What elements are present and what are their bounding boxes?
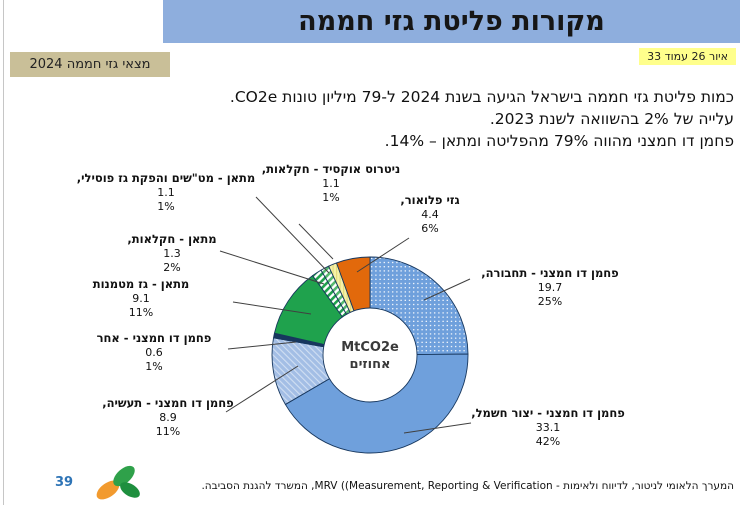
slice-label-value: 4.4 (421, 207, 439, 221)
slice-label: מתאן - מט"שים והפקת גז פוסילי, 1.1 1% (61, 171, 271, 215)
callout-line (403, 422, 472, 434)
slice-label-value: 9.1 (132, 291, 150, 305)
inventory-tag: מצאי גזי חממה 2024 (10, 52, 170, 77)
slice-label-value: 19.7 (537, 280, 563, 294)
slice-label-percent: 2% (163, 261, 181, 274)
slice-label: מתאן - גז מטמנות 9.1 11% (36, 277, 246, 321)
slice-label-value: 8.9 (159, 410, 177, 424)
slice-label-name: מתאן - גז מטמנות (92, 277, 190, 291)
slice-label-percent: 1% (157, 200, 175, 213)
slice-label-percent: 25% (537, 295, 563, 308)
intro-line-3: פחמן דו חמצני מהווה 79% מהפליטה ומתאן – … (384, 132, 734, 150)
slice-label-name: מתאן - חקלאות, (127, 232, 217, 246)
slice-label-value: 33.1 (535, 420, 561, 434)
callout-line (423, 278, 471, 301)
callout-line (356, 237, 410, 273)
slice-label-name: פחמן דו חמצני - תעשיה, (102, 396, 234, 410)
callout-line (227, 341, 297, 350)
slice-label: מתאן - חקלאות, 1.3 2% (67, 232, 277, 276)
slice-label: גזי פלואור, 4.4 6% (325, 193, 535, 237)
slice-label-value: 0.6 (145, 345, 163, 359)
slice-label-percent: 11% (155, 425, 181, 438)
slice-label-percent: 11% (128, 306, 154, 319)
leaves-logo (96, 465, 140, 500)
intro-line-2: עלייה של 2% בהשוואה לשנת 2023. (489, 110, 734, 128)
slice-label: פחמן דו חמצני - יצור חשמל, 33.1 42% (443, 406, 653, 450)
slice-label-percent: 42% (535, 435, 561, 448)
donut-hole (322, 307, 418, 403)
footer-credit: המערך הלאומי לניטור, לדיווח ולאימות - MR… (201, 480, 734, 492)
slice-label-percent: 1% (145, 360, 163, 373)
slice-label-value: 1.1 (157, 185, 175, 199)
page-edge-line (3, 0, 4, 505)
center-percent-word: אחוזים (349, 357, 391, 372)
slice-label: פחמן דו חמצני - תחבורה, 19.7 25% (445, 266, 655, 310)
slice-label-value: 1.3 (163, 246, 181, 260)
intro-text: כמות פליטת גזי חממה בישראל הגיעה בשנת 20… (114, 86, 734, 152)
callout-line (225, 365, 299, 413)
title-banner: מקורות פליטת גזי חממה (163, 0, 740, 43)
intro-line-1: כמות פליטת גזי חממה בישראל הגיעה בשנת 20… (229, 88, 734, 106)
slice-label-value: 1.1 (322, 176, 340, 190)
callout-line (298, 223, 334, 260)
center-units: MtCO2e (341, 340, 399, 355)
callout-line (232, 301, 312, 315)
callout-line (255, 196, 330, 274)
figure-reference-tag: איור 26 עמוד 33 (639, 48, 736, 65)
slice-label: פחמן דו חמצני - תעשיה, 8.9 11% (63, 396, 273, 440)
slice-label-percent: 1% (322, 191, 340, 204)
slice-label-name: פחמן דו חמצני - תחבורה, (481, 266, 619, 280)
slice-label-name: מתאן - מט"שים והפקת גז פוסילי, (76, 171, 256, 185)
slice-label-name: ניטרוס אוקסיד - חקלאות, (261, 162, 401, 176)
callout-line (219, 250, 325, 285)
slice-label: פחמן דו חמצני - אחר 0.6 1% (49, 331, 259, 375)
slice-label-name: גזי פלואור, (400, 193, 460, 207)
slice-label-percent: 6% (421, 222, 439, 235)
slice-label-name: פחמן דו חמצני - יצור חשמל, (471, 406, 625, 420)
slice-label-name: פחמן דו חמצני - אחר (96, 331, 212, 345)
slice-label: ניטרוס אוקסיד - חקלאות, 1.1 1% (226, 162, 436, 206)
page-title: מקורות פליטת גזי חממה (298, 6, 605, 37)
donut-center-label: MtCO2e אחוזים (341, 339, 399, 373)
page-number: 39 (55, 475, 74, 490)
